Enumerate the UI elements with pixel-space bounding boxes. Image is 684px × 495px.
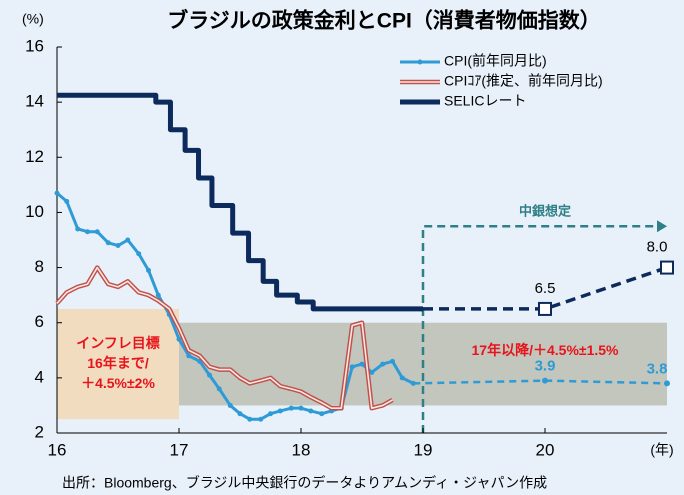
x-axis-label: (年) [650,442,673,458]
cpi-marker [125,237,131,243]
legend-label: CPIｺｱ(推定、前年同月比) [444,73,603,89]
y-tick-label: 12 [25,147,44,166]
cpi-marker [319,411,325,417]
cpi-marker [298,405,304,411]
selic-line [57,92,423,312]
cpi-marker [258,416,264,422]
target-label: ＋4.5%±2% [81,375,155,391]
target-label: 16年まで/ [87,355,149,371]
x-tick-label: 17 [170,440,189,459]
forecast-region [421,224,659,433]
x-tick-label: 19 [414,440,433,459]
cpi-marker [85,229,90,235]
y-tick-label: 2 [35,422,44,441]
cpi-marker [390,358,395,364]
cpi-marker [288,405,294,411]
source: 出所：Bloomberg、ブラジル中央銀行のデータよりアムンディ・ジャパン作成 [62,475,547,491]
legend-label: SELICレート [444,93,526,109]
cpi-marker [155,292,161,298]
cpi-marker [207,372,212,378]
cpi-marker [247,416,253,422]
target-band [57,308,179,420]
cpi-marker [75,226,81,232]
legend-label: CPI(前年同月比) [444,53,547,69]
cpi-marker [94,229,100,235]
cpi-marker [369,369,375,375]
x-tick-label: 18 [292,440,311,459]
forecast-marker [664,380,670,387]
y-tick-label: 4 [35,367,44,386]
cpi-marker [308,408,314,414]
cpi-marker [186,353,192,359]
legend-marker [417,59,423,65]
cpi-marker [136,251,142,257]
cpi-marker [237,411,243,417]
target-label: 17年以降/＋4.5%±1.5% [472,342,620,358]
cpi-marker [64,198,70,204]
cpi-marker [115,243,121,249]
y-tick-label: 6 [35,312,44,331]
cpi-marker [105,240,111,246]
x-tick-label: 20 [536,440,555,459]
cpi-marker [268,411,273,417]
chart-title: ブラジルの政策金利とCPI（消費者物価指数） [167,9,601,33]
cpi-marker [146,267,151,273]
forecast-label: 中銀想定 [519,204,571,219]
cpi-marker [227,402,233,408]
y-tick-label: 10 [25,202,44,221]
forecast-value-label: 3.8 [647,360,668,377]
target-label: インフレ目標 [76,335,160,351]
forecast-arrow [657,220,667,233]
forecast-value-label: 8.0 [647,239,668,256]
cpi-marker [349,364,355,370]
cpi-marker [277,408,283,414]
y-tick-label: 8 [35,257,44,276]
y-tick-label: 16 [25,36,44,55]
cpi-marker [399,375,405,381]
cpi-marker [380,361,386,367]
core-line-inner [56,266,393,409]
forecast-marker [660,260,674,275]
forecast-value-label: 3.9 [535,358,556,375]
y-tick-label: 14 [25,92,44,111]
forecast-value-label: 6.5 [535,280,556,297]
cpi-marker [359,361,365,367]
cpi-marker [54,190,60,196]
cpi-marker [176,336,182,342]
forecast-marker [542,377,548,384]
forecast-marker [538,301,552,316]
y-axis-label: (%) [22,11,44,27]
cpi-marker [216,386,222,392]
x-tick-label: 16 [48,440,67,459]
